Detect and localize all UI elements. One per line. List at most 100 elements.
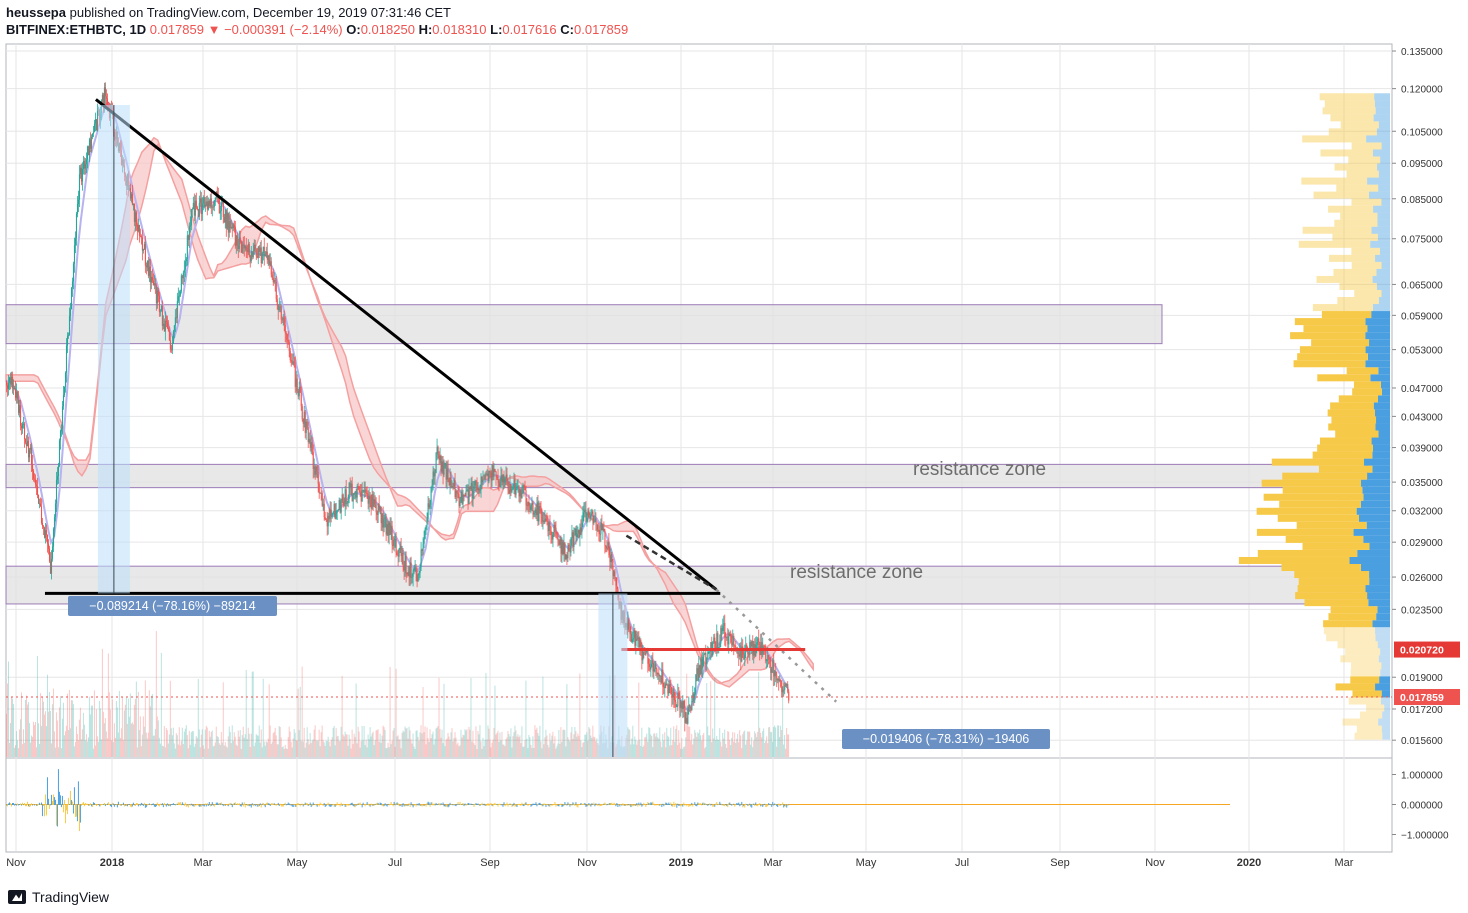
- indicator-bar: [590, 804, 592, 807]
- candle-body: [171, 343, 173, 351]
- candle-body: [518, 486, 520, 497]
- volume-bar: [184, 728, 186, 757]
- indicator-bar: [266, 802, 268, 805]
- candle-body: [12, 388, 15, 390]
- volume-bar: [222, 682, 224, 757]
- volume-bar: [14, 745, 16, 757]
- candle-body: [43, 527, 46, 538]
- candle-body: [416, 573, 418, 582]
- indicator-bar: [712, 804, 714, 807]
- candle-body: [166, 322, 168, 329]
- volume-bar: [237, 730, 239, 757]
- volume-bar: [651, 736, 653, 757]
- candle-body: [436, 446, 438, 453]
- indicator-bar: [265, 803, 267, 805]
- candle-body: [538, 506, 540, 522]
- candle-body: [700, 658, 702, 675]
- candle-body: [386, 524, 388, 535]
- candle-body: [561, 542, 563, 554]
- candle-body: [78, 174, 81, 200]
- candle-body: [142, 249, 144, 251]
- volume-bar: [494, 685, 496, 757]
- candle-body: [589, 514, 591, 519]
- indicator-bar: [548, 804, 550, 807]
- indicator-bar: [358, 803, 360, 805]
- indicator-bar: [420, 804, 422, 806]
- volume-bar: [145, 732, 147, 757]
- footer-brand[interactable]: TradingView: [8, 889, 109, 905]
- candle-body: [191, 208, 193, 210]
- indicator-bar: [556, 804, 558, 806]
- volume-bar: [688, 726, 690, 757]
- indicator-bar: [91, 804, 93, 807]
- indicator-bar: [26, 801, 28, 805]
- candle-body: [516, 486, 518, 488]
- indicator-bar: [566, 804, 568, 806]
- indicator-bar: [788, 804, 790, 806]
- volume-bar: [253, 746, 255, 757]
- volume-bar: [761, 737, 763, 757]
- publisher-user[interactable]: heussepa: [6, 5, 66, 20]
- indicator-bar: [726, 804, 728, 807]
- volume-bar: [96, 736, 98, 757]
- candle-body: [743, 654, 745, 660]
- volume-bar: [692, 744, 694, 757]
- candle-body: [407, 571, 409, 575]
- candle-body: [283, 317, 285, 325]
- vp-buy-bar: [1378, 184, 1390, 192]
- candle-body: [271, 274, 273, 278]
- indicator-bar: [436, 804, 438, 806]
- indicator-bar: [120, 804, 122, 806]
- candle-body: [354, 491, 356, 495]
- volume-bar: [296, 740, 298, 757]
- indicator-bar: [254, 804, 256, 807]
- indicator-bar: [255, 804, 257, 805]
- indicator-bar: [349, 804, 351, 806]
- volume-bar: [197, 678, 199, 757]
- indicator-bar: [296, 803, 298, 805]
- candle-body: [79, 167, 82, 175]
- candle-body: [656, 668, 658, 675]
- indicator-bar: [114, 804, 116, 805]
- candle-body: [133, 204, 135, 223]
- candle-body: [458, 493, 460, 506]
- volume-bar: [269, 725, 271, 757]
- y-tick-label: 0.015600: [1401, 736, 1443, 747]
- indicator-bar: [621, 804, 623, 806]
- vp-buy-bar: [1378, 121, 1390, 129]
- indicator-bar: [368, 804, 370, 806]
- volume-bar: [403, 731, 405, 757]
- indicator-bar: [647, 801, 649, 805]
- indicator-bar: [732, 804, 734, 805]
- indicator-bar: [606, 804, 608, 806]
- volume-bar: [679, 742, 681, 757]
- indicator-bar: [89, 803, 91, 805]
- volume-bar: [238, 736, 240, 757]
- volume-bar: [728, 731, 730, 757]
- indicator-bar: [137, 804, 139, 807]
- candle-body: [553, 524, 555, 533]
- candle-body: [68, 315, 71, 335]
- candle-body: [162, 323, 164, 326]
- candle-body: [777, 678, 779, 681]
- x-tick-label: Jul: [955, 857, 969, 869]
- volume-bar: [118, 690, 120, 757]
- volume-bar: [252, 671, 254, 757]
- volume-bar: [109, 709, 111, 757]
- indicator-bar: [693, 803, 695, 805]
- indicator-bar: [363, 804, 365, 805]
- volume-bar: [85, 734, 87, 757]
- volume-bar: [430, 737, 432, 757]
- candle-body: [666, 684, 668, 686]
- indicator-bar: [183, 804, 185, 807]
- indicator-bar: [504, 804, 506, 807]
- volume-bar: [88, 696, 90, 757]
- indicator-bar: [514, 804, 516, 807]
- symbol-name[interactable]: BITFINEX:ETHBTC, 1D: [6, 22, 147, 37]
- indicator-bar: [464, 803, 466, 805]
- candle-body: [312, 451, 314, 470]
- volume-bar: [563, 729, 565, 757]
- volume-bar: [754, 731, 756, 757]
- volume-bar: [750, 744, 752, 757]
